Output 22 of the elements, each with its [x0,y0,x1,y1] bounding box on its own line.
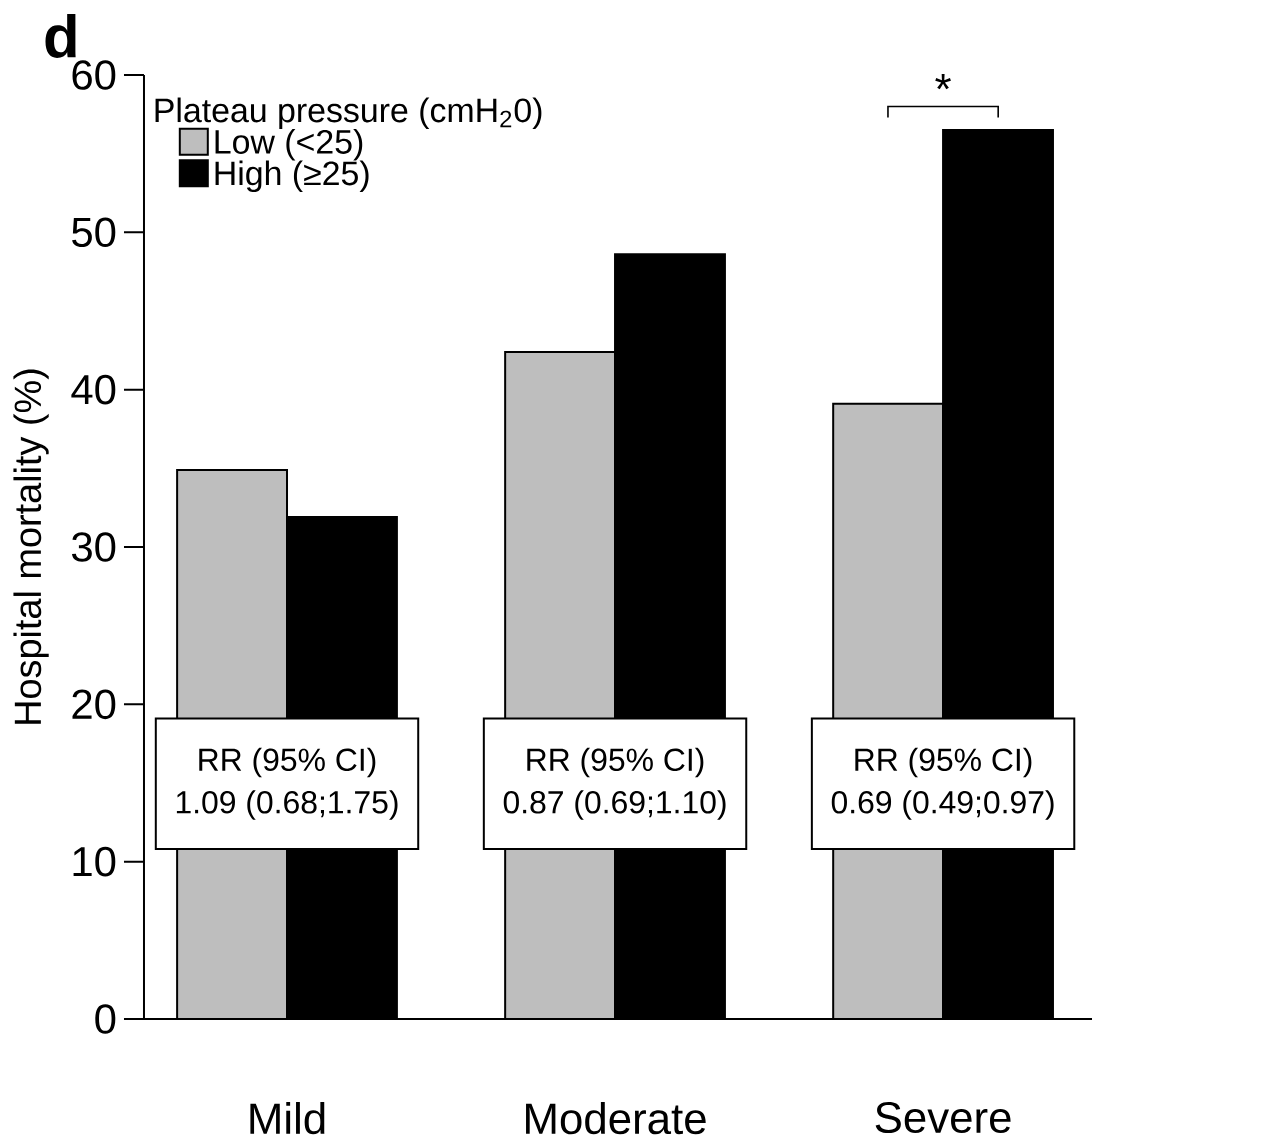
y-tick-label: 50 [72,217,116,248]
annotation: RR (95% CI) [199,747,376,778]
x-tick-label: Severe [875,1102,1011,1134]
y-tick-label: 20 [72,689,116,720]
y-tick-label: 30 [72,532,116,562]
x-tick-label: Moderate [526,1102,706,1135]
text: d [45,14,76,58]
annotation: RR (95% CI) [855,747,1032,778]
y-axis-title: Hospital mortality (%) [13,369,49,724]
legend-label: High (≥25) [215,160,369,193]
legend-title: Plateau pressure (cmH$_{2}$0) [155,97,542,130]
annotation: * [935,73,951,90]
annotation: 1.09 (0.68;1.75) [176,790,398,820]
annotation: 0.87 (0.69;1.10) [503,790,726,820]
y-tick-label: 60 [72,60,116,90]
annotation: RR (95% CI) [527,747,704,778]
legend-label: Low (<25) [215,129,363,161]
annotation: 0.69 (0.49;0.97) [831,790,1054,820]
y-tick-label: 0 [95,1004,116,1034]
x-tick-label: Mild [250,1102,325,1135]
y-tick-label: 10 [73,846,116,877]
y-tick-label: 40 [71,374,116,405]
